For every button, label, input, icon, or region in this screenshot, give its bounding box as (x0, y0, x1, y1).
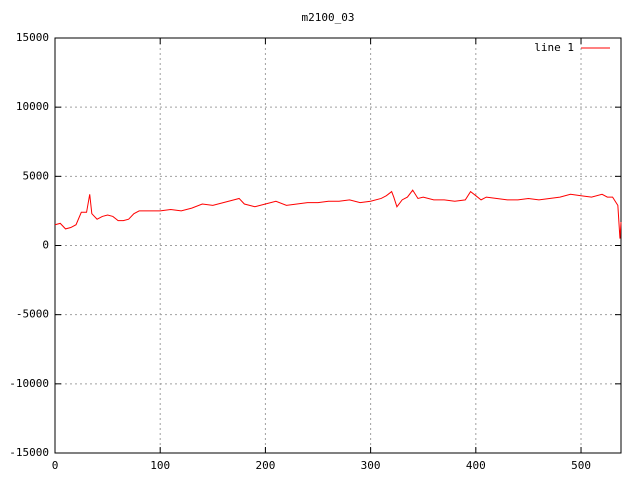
y-tick-label: 15000 (16, 31, 49, 44)
y-tick-label: 5000 (23, 169, 50, 182)
legend-label: line 1 (534, 41, 574, 54)
x-tick-label: 500 (571, 459, 591, 472)
y-tick-label: 10000 (16, 100, 49, 113)
x-tick-label: 0 (52, 459, 59, 472)
x-tick-label: 100 (150, 459, 170, 472)
y-tick-label: -5000 (16, 308, 49, 321)
plot-frame (54, 37, 622, 454)
x-tick-label: 400 (466, 459, 486, 472)
x-tick-label: 200 (255, 459, 275, 472)
chart-title: m2100_03 (302, 11, 355, 24)
x-tick-label: 300 (361, 459, 381, 472)
data-line (54, 189, 622, 239)
y-tick-label: -10000 (9, 377, 49, 390)
y-tick-label: 0 (42, 239, 49, 252)
y-tick-label: -15000 (9, 446, 49, 459)
